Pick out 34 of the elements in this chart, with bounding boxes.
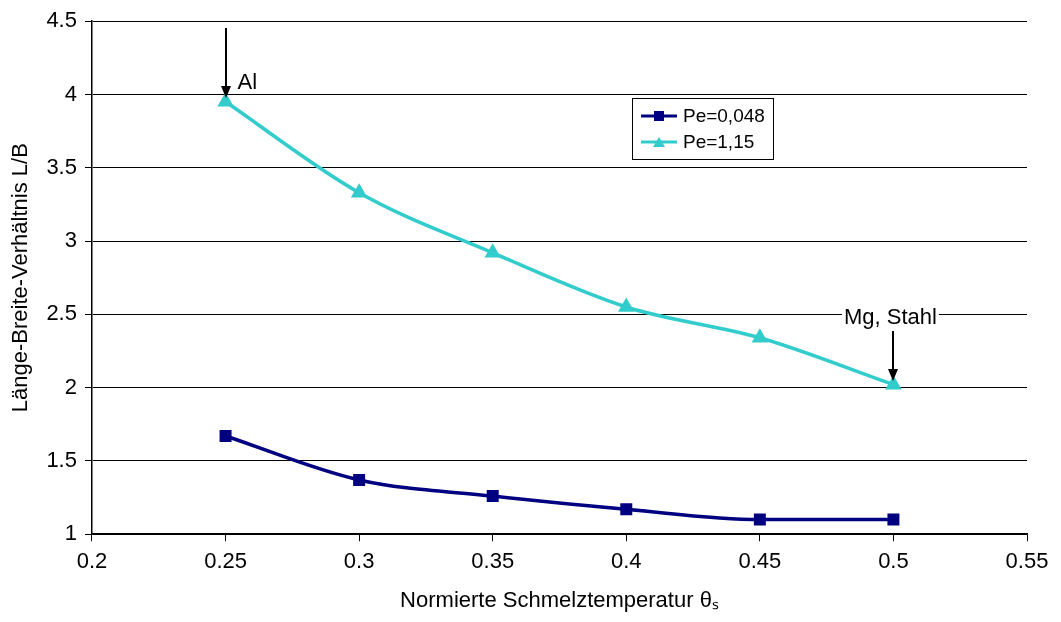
point xyxy=(753,513,766,526)
y-axis-title: Länge-Breite-Verhältnis L/B xyxy=(7,143,33,413)
annotation: Mg, Stahl xyxy=(843,303,937,329)
x-tick-label: 0.55 xyxy=(1005,548,1049,574)
point xyxy=(218,94,233,107)
point xyxy=(353,473,366,486)
x-tick-label: 0.5 xyxy=(878,548,909,574)
point xyxy=(486,490,499,503)
legend-label: Pe=0,048 xyxy=(682,105,765,128)
y-tick-label: 1 xyxy=(64,520,77,546)
point xyxy=(485,245,500,258)
point xyxy=(887,513,900,526)
y-tick-label: 1.5 xyxy=(46,446,77,472)
y-tick-label: 4.5 xyxy=(46,7,77,33)
point xyxy=(620,503,633,516)
y-tick-label: 2.5 xyxy=(46,300,77,326)
y-tick-label: 2 xyxy=(64,373,77,399)
point xyxy=(752,330,767,343)
point xyxy=(619,299,634,312)
x-tick-label: 0.35 xyxy=(471,548,515,574)
x-tick-label: 0.25 xyxy=(204,548,247,574)
legend-label: Pe=1,15 xyxy=(682,131,755,154)
x-tick-label: 0.4 xyxy=(610,548,642,574)
x-axis-title: Normierte Schmelztemperatur θₛ xyxy=(400,586,719,612)
annotation: Al xyxy=(237,68,258,94)
point xyxy=(352,184,367,198)
point xyxy=(219,430,232,442)
y-tick-label: 4 xyxy=(64,80,77,106)
y-tick-label: 3 xyxy=(64,227,77,253)
x-tick-label: 0.3 xyxy=(343,548,375,574)
x-tick-label: 0.45 xyxy=(738,548,782,574)
y-tick-label: 3.5 xyxy=(46,153,77,179)
point xyxy=(886,376,901,390)
x-tick-label: 0.2 xyxy=(76,548,108,574)
